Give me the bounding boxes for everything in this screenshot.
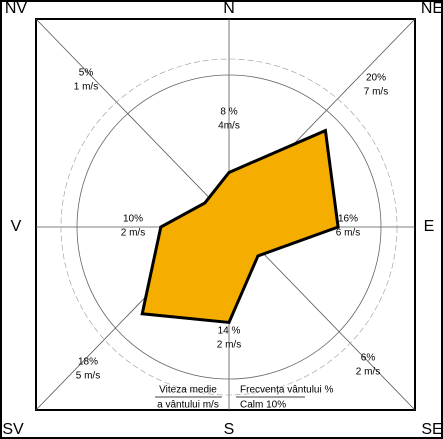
speed-label: 5 m/s xyxy=(76,371,100,382)
frequency-label: 18% xyxy=(78,357,98,368)
calm-label: Calm 10% xyxy=(240,400,286,411)
frequency-label: 14 % xyxy=(218,326,241,337)
direction-label: E xyxy=(424,218,435,235)
frequency-polygon xyxy=(140,128,340,325)
legend-text: a vântului m/s xyxy=(157,400,219,411)
frequency-label: 10% xyxy=(123,214,143,225)
frequency-label: 6% xyxy=(361,353,376,364)
direction-label: SE xyxy=(421,421,442,438)
frequency-label: 20% xyxy=(366,73,386,84)
speed-label: 2 m/s xyxy=(121,228,145,239)
speed-label: 4m/s xyxy=(218,121,240,132)
speed-label: 2 m/s xyxy=(217,340,241,351)
speed-label: 6 m/s xyxy=(336,228,360,239)
direction-label: V xyxy=(11,218,22,235)
ring xyxy=(60,58,398,396)
direction-label: NE xyxy=(421,0,443,17)
legend-text: Frecvența vântului % xyxy=(240,385,333,396)
ring xyxy=(76,74,382,380)
direction-label: N xyxy=(223,0,235,17)
frequency-label: 16% xyxy=(338,214,358,225)
legend-text: Viteza medie xyxy=(159,385,217,396)
direction-label: SV xyxy=(2,421,24,438)
frequency-label: 8 % xyxy=(220,107,237,118)
inner-frame xyxy=(35,18,416,411)
speed-label: 1 m/s xyxy=(74,82,98,93)
direction-label: S xyxy=(224,421,235,438)
speed-label: 7 m/s xyxy=(364,87,388,98)
frequency-label: 5% xyxy=(79,68,94,79)
direction-label: NV xyxy=(5,0,28,17)
speed-label: 2 m/s xyxy=(356,367,380,378)
